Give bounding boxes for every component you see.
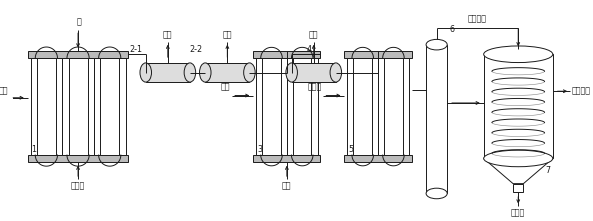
- Text: 氯气: 氯气: [0, 86, 8, 95]
- Bar: [345, 155, 412, 162]
- Text: 碳酸钙: 碳酸钙: [71, 181, 85, 190]
- Bar: [280, 58, 287, 155]
- Ellipse shape: [330, 63, 342, 82]
- Text: 6: 6: [449, 25, 454, 34]
- Text: 环氧丙烷: 环氧丙烷: [468, 14, 487, 23]
- Text: 2-1: 2-1: [130, 45, 143, 54]
- Text: 4: 4: [307, 45, 311, 54]
- Text: 7: 7: [545, 166, 550, 175]
- Text: 重组分: 重组分: [511, 208, 525, 217]
- Text: 废气: 废气: [222, 31, 232, 40]
- Ellipse shape: [484, 46, 553, 63]
- Bar: [347, 58, 353, 155]
- Ellipse shape: [140, 63, 151, 82]
- Bar: [146, 63, 190, 82]
- Bar: [119, 58, 126, 155]
- Ellipse shape: [199, 63, 211, 82]
- Ellipse shape: [426, 188, 447, 199]
- Bar: [256, 58, 262, 155]
- Text: 皂化废水: 皂化废水: [572, 87, 591, 96]
- Polygon shape: [484, 158, 553, 184]
- Text: 1: 1: [31, 145, 37, 154]
- Bar: [28, 51, 129, 58]
- Bar: [311, 58, 318, 155]
- Text: 水: 水: [76, 17, 81, 27]
- Bar: [378, 58, 384, 155]
- Bar: [426, 45, 447, 193]
- Bar: [513, 184, 524, 192]
- Bar: [56, 58, 62, 155]
- Text: 废气: 废气: [163, 31, 173, 40]
- Bar: [484, 54, 553, 158]
- Bar: [345, 51, 412, 58]
- Bar: [372, 58, 378, 155]
- Bar: [88, 58, 94, 155]
- Bar: [287, 58, 293, 155]
- Text: 丙烯: 丙烯: [221, 83, 230, 92]
- Bar: [94, 58, 100, 155]
- Ellipse shape: [244, 63, 255, 82]
- Bar: [62, 58, 69, 155]
- Ellipse shape: [426, 39, 447, 50]
- Ellipse shape: [286, 63, 298, 82]
- Bar: [253, 51, 320, 58]
- Bar: [403, 58, 409, 155]
- Text: 5: 5: [348, 145, 353, 154]
- Text: 废气: 废气: [309, 31, 318, 40]
- Ellipse shape: [184, 63, 196, 82]
- Text: 固渣: 固渣: [282, 181, 292, 190]
- Bar: [28, 155, 129, 162]
- Bar: [205, 63, 250, 82]
- Ellipse shape: [484, 150, 553, 167]
- Text: 3: 3: [257, 145, 262, 154]
- Bar: [292, 63, 336, 82]
- Text: 皂化剂: 皂化剂: [307, 83, 321, 92]
- Bar: [253, 155, 320, 162]
- Bar: [30, 58, 37, 155]
- Text: 2-2: 2-2: [189, 45, 202, 54]
